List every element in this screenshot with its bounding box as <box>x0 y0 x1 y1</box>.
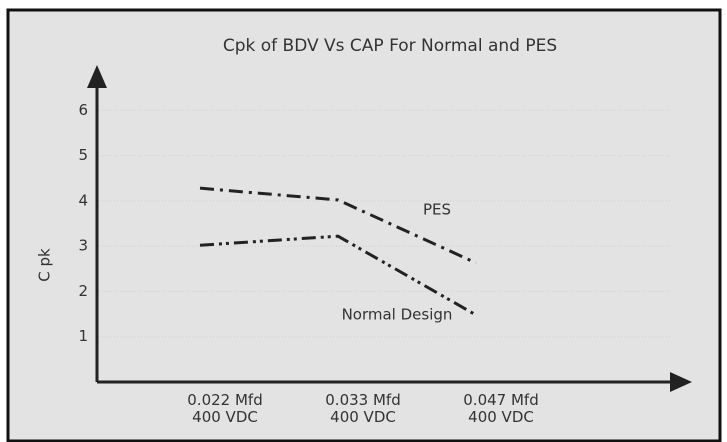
series-label: Normal Design <box>342 306 453 324</box>
series-line <box>199 234 477 317</box>
y-tick-label: 1 <box>78 327 88 345</box>
y-tick-label: 6 <box>78 101 88 119</box>
chart-title: Cpk of BDV Vs CAP For Normal and PES <box>223 36 557 56</box>
series-line <box>199 186 477 265</box>
y-tick-label: 3 <box>78 237 88 255</box>
y-tick-label: 5 <box>78 146 88 164</box>
series-label: PES <box>423 201 451 219</box>
frame <box>6 8 722 442</box>
y-axis-label: C pk <box>36 248 54 282</box>
x-tick-label: 0.047 Mfd 400 VDC <box>463 391 539 426</box>
x-tick-label: 0.022 Mfd 400 VDC <box>187 391 263 426</box>
y-tick-label: 4 <box>78 191 88 209</box>
x-arrow <box>670 372 692 392</box>
y-arrow <box>87 65 107 88</box>
x-tick-label: 0.033 Mfd 400 VDC <box>325 391 401 426</box>
y-tick-label: 2 <box>78 282 88 300</box>
